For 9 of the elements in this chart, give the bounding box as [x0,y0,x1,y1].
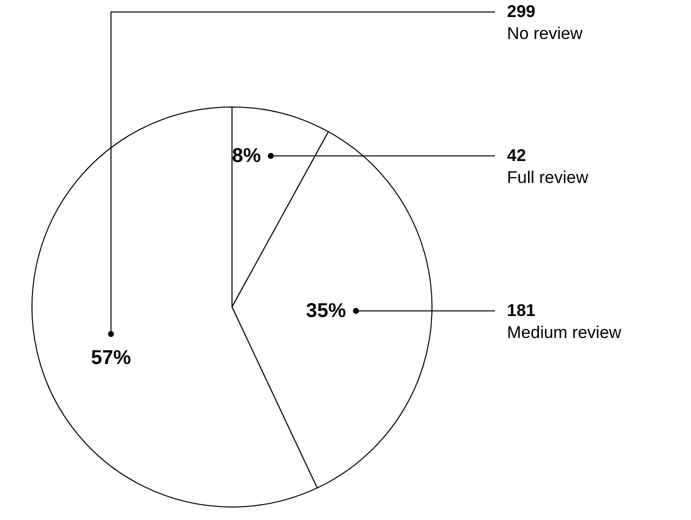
data-label: 35% [306,300,346,322]
text: 299 [507,2,536,21]
text: 181 [507,301,536,320]
slice-label: Full review [507,168,589,188]
slice-label: No review [507,24,584,44]
text: 42 [507,146,526,165]
data-label: 8% [232,145,262,167]
data-label: 57% [91,347,132,369]
slice-label: Medium review [507,323,622,342]
